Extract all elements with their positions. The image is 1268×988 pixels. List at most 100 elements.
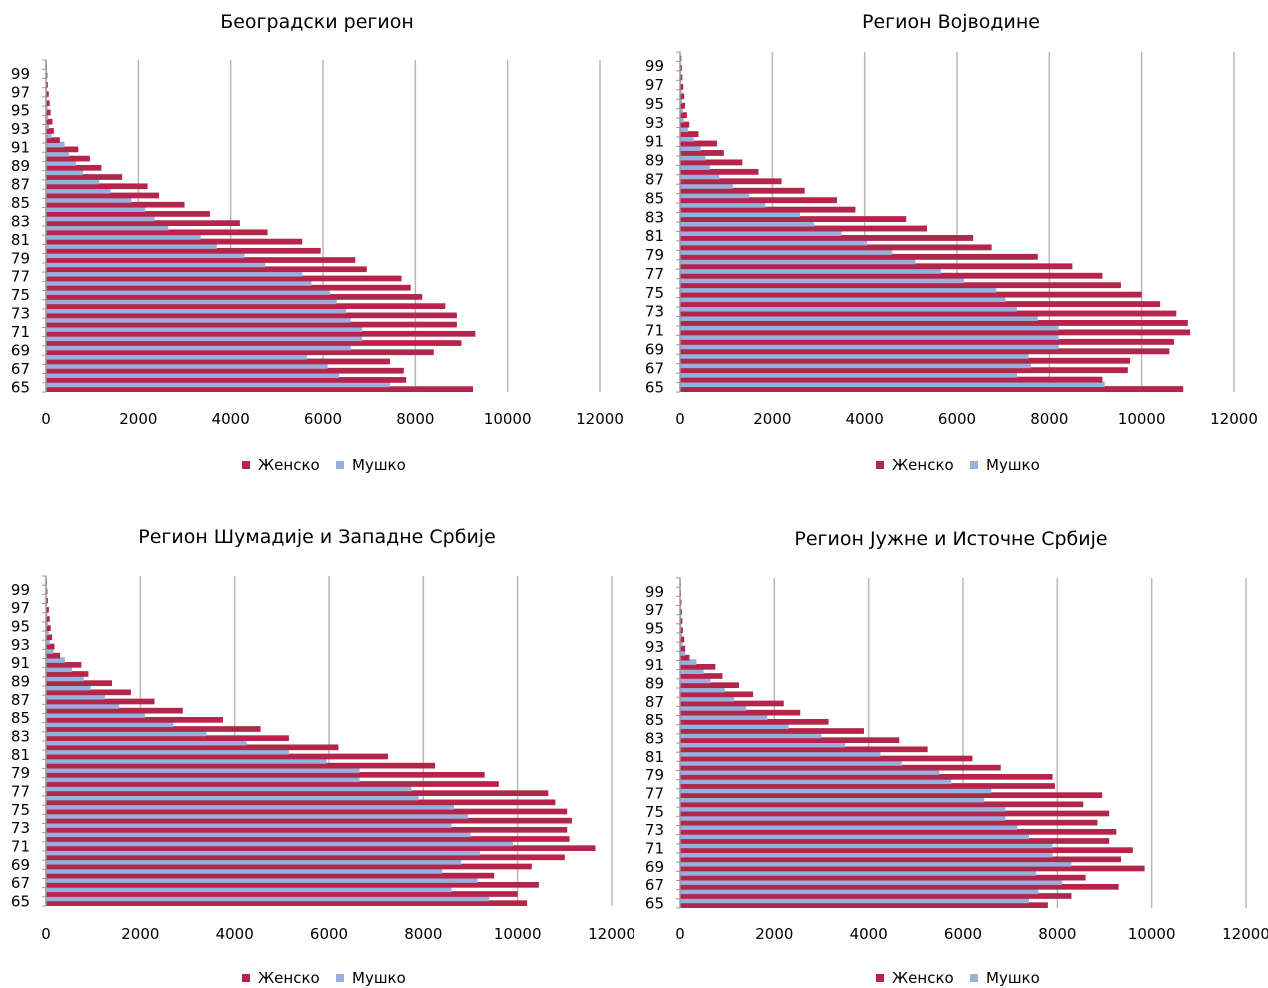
y-tick-label: 75 [11,286,30,304]
bar-male-70 [680,851,1053,858]
bar-male-84 [680,723,789,730]
bar-male-96 [680,88,682,95]
bar-female-83 [46,735,289,741]
bar-female-82 [680,746,928,753]
y-tick-label: 65 [11,892,30,910]
bar-male-76 [46,280,312,286]
chart-panel-south-east: Регион Јужне и Источне Србије 0 2000 4000 60… [634,494,1268,988]
bar-female-94 [46,118,53,125]
chart-legend: Женско Мушко [242,969,406,987]
bar-male-87 [680,173,720,180]
chart-title: Регион Војводине [862,11,1040,33]
bar-female-70 [46,340,462,346]
bar-male-89 [680,677,711,684]
bar-female-69 [46,349,434,356]
bar-female-65 [46,386,474,392]
y-tick-label: 87 [645,171,664,189]
bar-female-68 [680,357,1131,364]
x-tick-label: 4000 [850,925,888,943]
bar-female-82 [46,744,339,751]
y-tick-label: 65 [11,378,30,396]
legend-swatch-male [336,974,344,982]
bar-male-75 [680,805,1006,812]
y-tick-label: 67 [645,359,664,377]
bar-male-69 [46,858,462,865]
bar-female-92 [680,131,699,137]
y-tick-label: 99 [11,65,30,83]
x-tick-label: 6000 [304,410,342,428]
bar-female-66 [46,377,407,383]
chart-legend: Женско Мушко [242,456,406,474]
bar-female-95 [46,625,51,631]
bar-male-93 [46,123,50,129]
y-tick-label: 95 [645,619,664,637]
bar-female-87 [680,178,782,185]
bar-male-88 [680,686,725,693]
legend-label-male: Мушко [352,456,406,474]
bar-female-70 [46,854,565,861]
bar-male-78 [46,776,360,783]
legend-label-female: Женско [258,969,320,987]
bar-female-67 [680,883,1119,890]
legend-label-male: Мушко [986,969,1040,987]
y-tick-label: 83 [645,208,664,226]
y-tick-label: 79 [645,766,664,784]
x-tick-label: 8000 [396,410,434,428]
bar-male-88 [46,169,83,176]
bar-female-91 [680,663,716,670]
bar-male-92 [46,132,52,139]
bar-male-72 [680,833,1030,840]
bar-female-78 [46,781,499,787]
bar-male-74 [680,296,1006,303]
bar-female-65 [680,902,1048,908]
bar-male-65 [680,897,1030,904]
bar-male-92 [680,650,686,656]
y-tick-label: 73 [645,821,664,839]
y-tick-label: 73 [11,819,30,837]
bar-female-76 [680,282,1121,289]
y-tick-label: 91 [11,139,30,157]
bar-male-70 [46,335,363,342]
legend-label-male: Мушко [352,969,406,987]
bar-female-92 [680,654,690,661]
bar-female-97 [680,608,682,615]
x-tick-label: 8000 [1030,410,1068,428]
bar-male-93 [680,116,684,123]
y-tick-label: 65 [645,894,664,912]
bar-female-69 [680,348,1170,355]
bar-male-79 [680,769,940,775]
bar-female-86 [46,707,183,714]
bar-male-73 [46,822,452,828]
y-tick-label: 81 [11,746,30,764]
legend-swatch-male [336,461,344,469]
bar-male-82 [46,739,247,746]
y-tick-label: 95 [11,617,30,635]
bar-female-73 [680,310,1177,317]
bar-male-95 [46,620,48,627]
bar-female-77 [680,792,1103,798]
y-tick-label: 93 [645,114,664,132]
bar-female-72 [680,320,1188,326]
bar-female-70 [680,856,1122,863]
bar-male-85 [46,197,132,203]
bar-female-68 [680,874,1086,881]
bar-female-97 [46,606,49,613]
bar-male-84 [680,201,766,208]
y-tick-label: 69 [11,856,30,874]
bar-female-78 [680,263,1073,270]
y-tick-label: 93 [11,120,30,138]
bar-male-81 [680,230,842,236]
bar-male-94 [680,107,683,114]
bar-male-91 [680,135,694,142]
x-tick-label: 12000 [576,410,624,428]
bar-male-94 [680,631,683,638]
bar-female-65 [46,900,528,906]
chart-title: Регион Јужне и Источне Србије [794,528,1107,550]
bar-male-91 [680,659,697,665]
bar-female-71 [680,847,1133,853]
y-tick-label: 97 [11,83,30,101]
bar-female-82 [46,229,268,236]
bar-male-83 [46,215,155,222]
y-tick-label: 89 [11,672,30,690]
y-tick-label: 87 [11,691,30,709]
